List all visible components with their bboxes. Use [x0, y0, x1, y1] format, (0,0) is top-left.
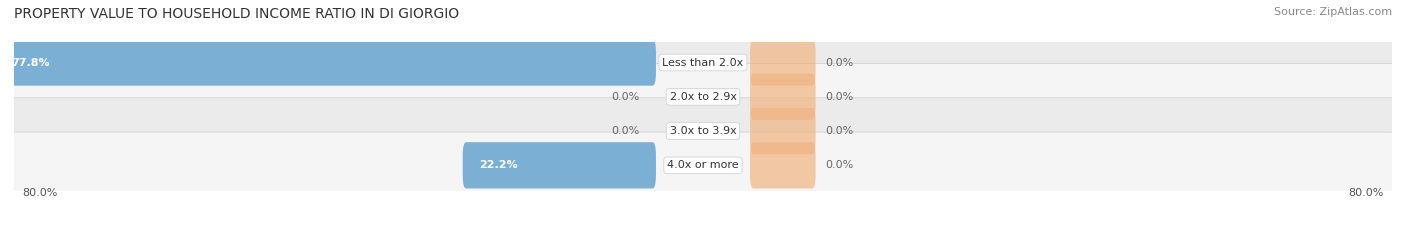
- Text: Less than 2.0x: Less than 2.0x: [662, 58, 744, 68]
- FancyBboxPatch shape: [10, 132, 1396, 199]
- FancyBboxPatch shape: [749, 74, 815, 120]
- Text: 22.2%: 22.2%: [478, 160, 517, 170]
- Text: 80.0%: 80.0%: [1348, 188, 1384, 198]
- Text: 80.0%: 80.0%: [22, 188, 58, 198]
- Text: 4.0x or more: 4.0x or more: [668, 160, 738, 170]
- Text: 0.0%: 0.0%: [825, 160, 853, 170]
- FancyBboxPatch shape: [0, 39, 657, 86]
- Text: Source: ZipAtlas.com: Source: ZipAtlas.com: [1274, 7, 1392, 17]
- FancyBboxPatch shape: [463, 142, 657, 188]
- Text: PROPERTY VALUE TO HOUSEHOLD INCOME RATIO IN DI GIORGIO: PROPERTY VALUE TO HOUSEHOLD INCOME RATIO…: [14, 7, 460, 21]
- FancyBboxPatch shape: [749, 108, 815, 154]
- Text: 3.0x to 3.9x: 3.0x to 3.9x: [669, 126, 737, 136]
- Text: 2.0x to 2.9x: 2.0x to 2.9x: [669, 92, 737, 102]
- Text: 0.0%: 0.0%: [825, 58, 853, 68]
- FancyBboxPatch shape: [10, 29, 1396, 96]
- FancyBboxPatch shape: [10, 98, 1396, 164]
- Text: 77.8%: 77.8%: [11, 58, 51, 68]
- Text: 0.0%: 0.0%: [612, 92, 640, 102]
- FancyBboxPatch shape: [10, 64, 1396, 130]
- FancyBboxPatch shape: [749, 39, 815, 86]
- FancyBboxPatch shape: [749, 142, 815, 188]
- Text: 0.0%: 0.0%: [825, 126, 853, 136]
- Text: 0.0%: 0.0%: [612, 126, 640, 136]
- Text: 0.0%: 0.0%: [825, 92, 853, 102]
